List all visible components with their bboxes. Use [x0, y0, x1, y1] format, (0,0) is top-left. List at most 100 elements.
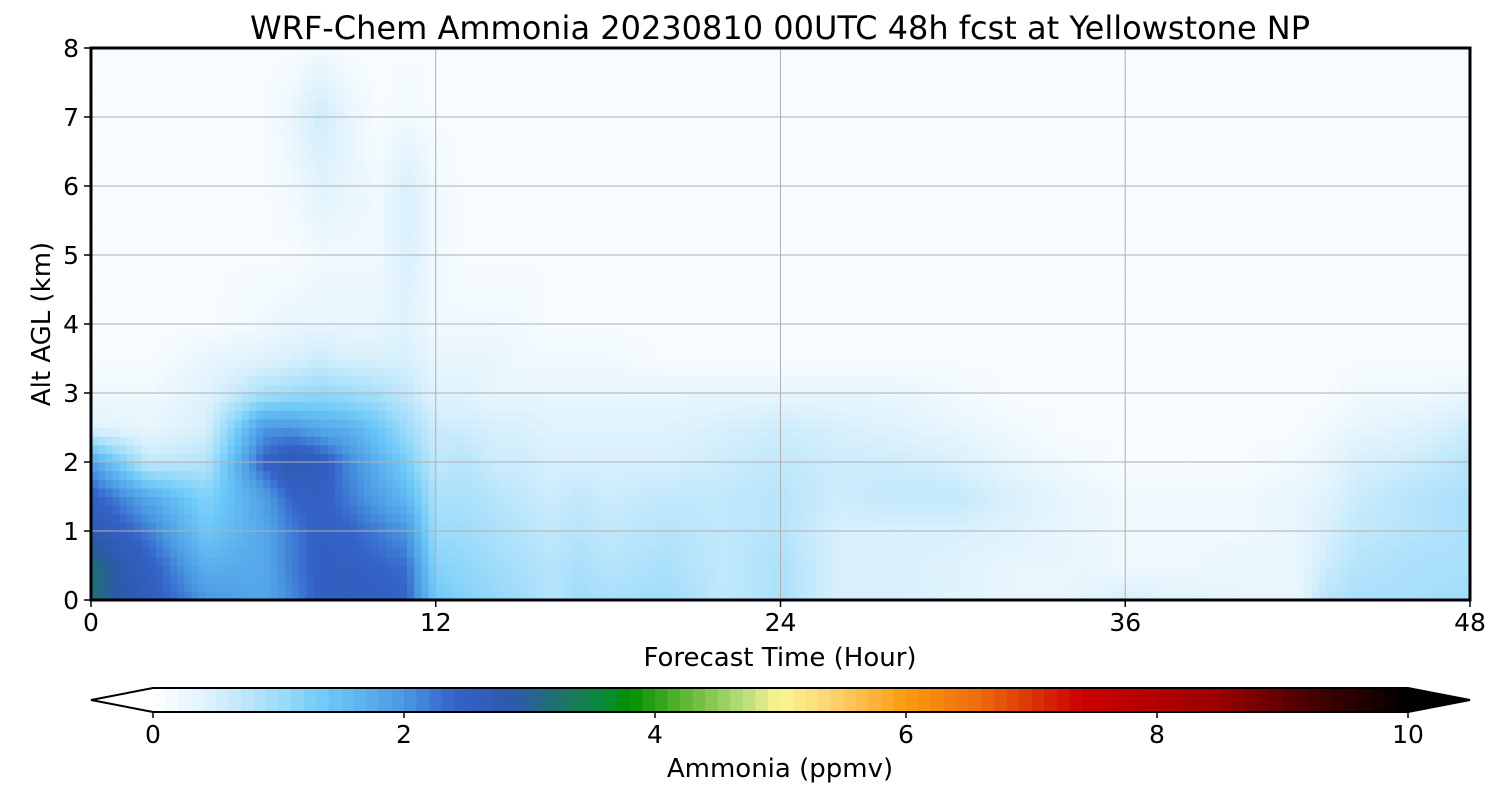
field-cell	[134, 375, 142, 385]
field-cell	[284, 513, 293, 523]
field-cell	[277, 565, 286, 575]
field-cell	[1340, 410, 1349, 420]
field-cell	[773, 522, 782, 532]
field-cell	[98, 513, 106, 523]
field-cell	[1232, 453, 1241, 463]
field-cell	[292, 556, 300, 567]
field-cell	[1168, 410, 1177, 420]
field-cell	[1240, 556, 1248, 567]
field-cell	[392, 505, 401, 515]
field-cell	[1398, 496, 1406, 506]
field-cell	[636, 574, 645, 584]
field-cell	[1110, 496, 1119, 506]
field-cell	[1067, 548, 1076, 558]
field-cell	[787, 531, 796, 541]
field-cell	[277, 556, 286, 567]
field-cell	[751, 470, 760, 480]
field-cell	[1010, 393, 1019, 403]
field-cell	[1010, 513, 1019, 523]
field-cell	[284, 401, 293, 411]
field-cell	[1441, 479, 1450, 489]
field-cell	[902, 384, 911, 394]
field-cell	[1398, 513, 1406, 523]
field-cell	[205, 496, 214, 506]
field-cell	[1039, 487, 1047, 498]
field-cell	[1297, 565, 1306, 575]
field-cell	[1268, 565, 1277, 575]
field-cell	[521, 444, 530, 454]
field-cell	[572, 401, 580, 411]
field-cell	[1024, 505, 1033, 515]
field-cell	[1096, 496, 1105, 506]
field-cell	[249, 522, 257, 532]
field-cell	[881, 522, 889, 532]
field-cell	[629, 513, 638, 523]
field-cell	[1290, 427, 1299, 437]
field-cell	[1261, 556, 1270, 567]
field-cell	[1419, 531, 1428, 541]
field-cell	[845, 574, 853, 584]
field-cell	[916, 418, 925, 429]
field-cell	[881, 427, 889, 437]
field-cell	[845, 418, 853, 429]
field-cell	[263, 522, 272, 532]
field-cell	[1448, 393, 1457, 403]
field-cell	[651, 410, 659, 420]
field-cell	[493, 401, 501, 411]
field-cell	[213, 513, 221, 523]
field-cell	[91, 418, 99, 429]
field-cell	[550, 470, 559, 480]
field-cell	[802, 436, 810, 446]
field-cell	[1390, 522, 1399, 532]
field-cell	[263, 436, 272, 446]
field-cell	[1369, 548, 1378, 558]
field-cell	[428, 556, 437, 567]
field-cell	[845, 444, 853, 454]
field-cell	[249, 487, 257, 498]
field-cell	[1218, 531, 1227, 541]
field-cell	[263, 401, 272, 411]
field-cell	[342, 505, 351, 515]
field-cell	[1103, 436, 1112, 446]
field-cell	[349, 556, 358, 567]
field-cell	[450, 539, 458, 549]
field-cell	[665, 453, 674, 463]
field-cell	[421, 444, 430, 454]
field-cell	[335, 401, 343, 411]
field-cell	[881, 513, 889, 523]
field-cell	[773, 401, 782, 411]
field-cell	[205, 522, 214, 532]
field-cell	[565, 513, 573, 523]
field-cell	[435, 487, 444, 498]
field-cell	[1010, 418, 1019, 429]
field-cell	[1455, 548, 1464, 558]
field-cell	[241, 384, 250, 394]
field-cell	[586, 436, 595, 446]
field-cell	[888, 470, 897, 480]
field-cell	[1003, 522, 1011, 532]
field-cell	[486, 487, 494, 498]
field-cell	[464, 591, 473, 600]
field-cell	[464, 565, 473, 575]
field-cell	[565, 410, 573, 420]
field-cell	[1247, 505, 1256, 515]
field-cell	[507, 574, 516, 584]
field-cell	[744, 539, 753, 549]
field-cell	[1362, 444, 1371, 454]
field-cell	[284, 410, 293, 420]
field-cell	[1161, 522, 1169, 532]
field-cell	[794, 375, 803, 385]
field-cell	[679, 591, 688, 600]
field-cell	[471, 487, 480, 498]
field-cell	[1003, 513, 1011, 523]
field-cell	[780, 462, 789, 472]
field-cell	[464, 539, 473, 549]
field-cell	[730, 496, 738, 506]
field-cell	[1462, 470, 1470, 480]
field-cell	[837, 513, 846, 523]
field-cell	[909, 470, 918, 480]
field-cell	[823, 487, 832, 498]
field-cell	[1311, 513, 1320, 523]
field-cell	[148, 401, 157, 411]
field-cell	[723, 574, 731, 584]
